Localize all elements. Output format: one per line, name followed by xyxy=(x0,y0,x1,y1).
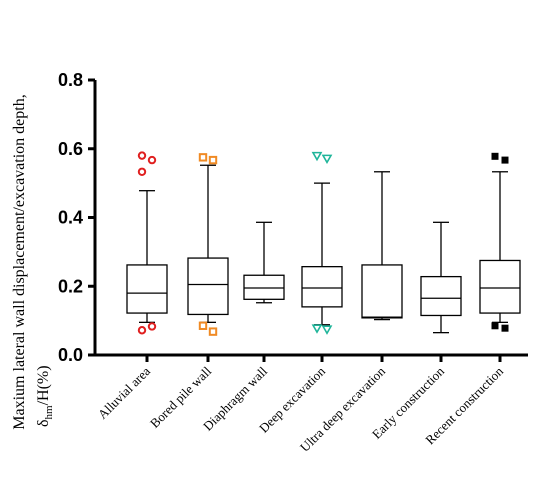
axes: 0.0 0.2 0.4 0.6 0.8 xyxy=(58,70,528,365)
y-tick-label: 0.4 xyxy=(58,208,83,228)
outlier-point xyxy=(321,154,333,164)
box-iqr xyxy=(187,257,229,316)
y-axis-label-symbol: δ xyxy=(35,419,52,427)
y-axis-label-line2: δhm/H(%) xyxy=(35,365,55,427)
box-group xyxy=(243,221,285,304)
boxes xyxy=(126,151,521,336)
y-axis-label: Maxium lateral wall displacement/excavat… xyxy=(11,94,55,429)
box-iqr xyxy=(243,274,285,300)
box-group xyxy=(420,221,462,334)
outlier-point xyxy=(491,322,499,330)
outlier-point xyxy=(147,155,157,165)
outlier-point xyxy=(321,325,333,335)
outlier-point xyxy=(137,167,147,176)
y-tick-label: 0.6 xyxy=(58,139,83,159)
box-group xyxy=(479,152,521,332)
box-group xyxy=(301,151,343,335)
outlier-point xyxy=(208,155,218,165)
box-iqr xyxy=(126,264,168,314)
box-group xyxy=(361,171,403,321)
outlier-point xyxy=(501,156,509,164)
box-iqr xyxy=(420,275,462,317)
outlier-point xyxy=(137,151,147,160)
box-group xyxy=(187,153,229,336)
y-tick-label: 0.8 xyxy=(58,70,83,90)
outlier-point xyxy=(147,322,157,331)
y-axis-label-tail: /H(%) xyxy=(35,365,52,405)
y-axis-label-subscript: hm xyxy=(43,405,55,420)
outlier-point xyxy=(198,321,208,330)
outlier-point xyxy=(311,324,323,334)
y-tick-label: 0.2 xyxy=(58,276,83,296)
outlier-point xyxy=(491,152,499,160)
y-tick-label: 0.0 xyxy=(58,345,83,365)
outlier-point xyxy=(311,151,323,162)
box-iqr xyxy=(479,259,521,314)
x-tick-label: Alluvial area xyxy=(95,363,153,421)
box-iqr xyxy=(301,266,343,308)
box-group xyxy=(126,151,168,335)
outlier-point xyxy=(198,153,208,162)
box-iqr xyxy=(361,264,403,319)
outlier-point xyxy=(208,327,218,336)
outlier-point xyxy=(137,326,147,335)
outlier-point xyxy=(501,324,509,332)
y-axis-label-line1: Maxium lateral wall displacement/excavat… xyxy=(11,94,28,429)
